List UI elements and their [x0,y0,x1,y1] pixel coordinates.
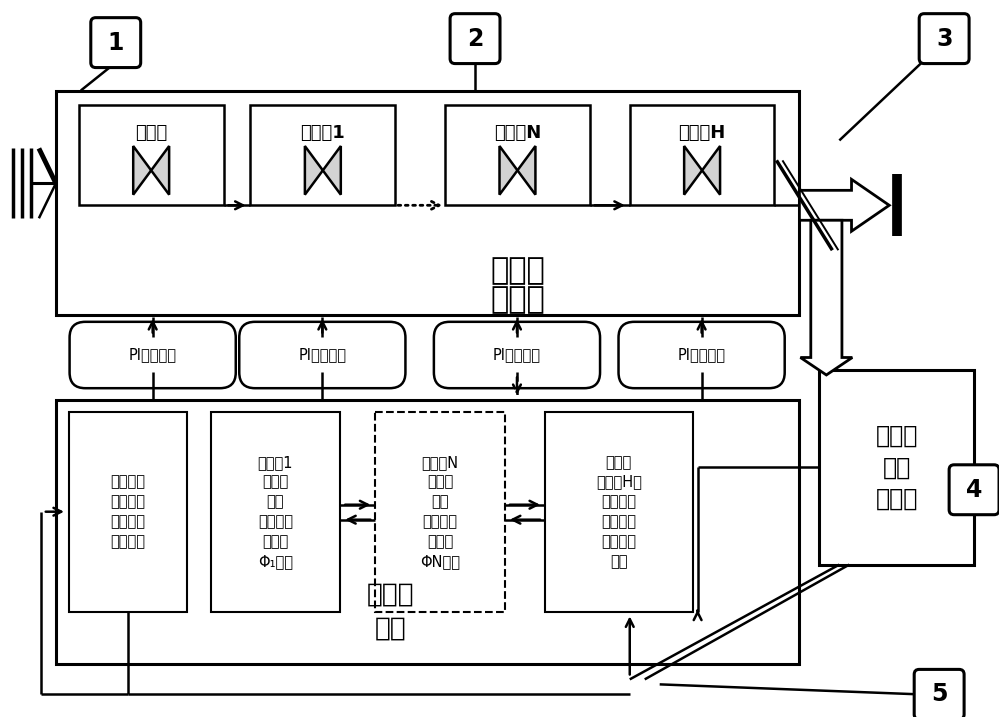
FancyBboxPatch shape [619,322,785,388]
Text: PI驱动控制: PI驱动控制 [298,348,346,363]
Text: 正器组: 正器组 [490,286,545,314]
Text: 变形镜N
处理机
模块
模式法限
定校正
ΦN像差: 变形镜N 处理机 模块 模式法限 定校正 ΦN像差 [420,454,460,569]
FancyBboxPatch shape [434,322,600,388]
Bar [445,106,590,205]
Polygon shape [305,146,323,195]
Polygon shape [323,146,341,195]
Text: 变形镜H: 变形镜H [678,124,726,142]
Text: 高精度
变形镜H处
理机模块
高精度直
接斜率法
校正: 高精度 变形镜H处 理机模块 高精度直 接斜率法 校正 [596,454,642,569]
Bar [79,106,224,205]
Text: PI驱动控制: PI驱动控制 [493,348,541,363]
FancyBboxPatch shape [919,14,969,64]
Text: PI驱动控制: PI驱动控制 [129,348,177,363]
Polygon shape [500,146,517,195]
Polygon shape [133,146,151,195]
FancyBboxPatch shape [949,465,999,515]
Polygon shape [684,146,702,195]
Text: PI驱动控制: PI驱动控制 [678,348,726,363]
FancyBboxPatch shape [450,14,500,64]
Bar [211,412,340,612]
Bar [545,412,693,612]
Polygon shape [799,180,889,231]
Text: 变形镜1
处理机
模块
模式法限
定校正
Φ₁像差: 变形镜1 处理机 模块 模式法限 定校正 Φ₁像差 [258,454,293,569]
FancyBboxPatch shape [239,322,405,388]
Text: 变形镜1: 变形镜1 [300,124,345,142]
Polygon shape [800,220,852,375]
Bar [56,400,799,664]
Text: 变形镜N: 变形镜N [494,124,541,142]
Text: 2: 2 [467,27,483,51]
Text: 波前校: 波前校 [490,256,545,284]
Bar [630,106,774,205]
Text: 倒斜镜: 倒斜镜 [135,124,167,142]
Polygon shape [151,146,169,195]
Text: 倒斜镜处
理机模块
限定校正
倒斜像差: 倒斜镜处 理机模块 限定校正 倒斜像差 [110,475,145,549]
Polygon shape [517,146,535,195]
Text: 5: 5 [931,682,947,707]
Bar [69,412,187,612]
Bar [56,90,799,315]
Bar [819,370,974,564]
Polygon shape [702,146,720,195]
FancyBboxPatch shape [914,669,964,718]
Bar [375,412,505,612]
Text: 波前处
理机: 波前处 理机 [367,582,414,641]
FancyBboxPatch shape [70,322,236,388]
Text: 1: 1 [108,31,124,55]
Text: 3: 3 [936,27,952,51]
Text: 高精度
波前
探测器: 高精度 波前 探测器 [876,424,918,511]
Bar [250,106,395,205]
FancyBboxPatch shape [91,18,141,67]
Text: 4: 4 [966,477,982,502]
